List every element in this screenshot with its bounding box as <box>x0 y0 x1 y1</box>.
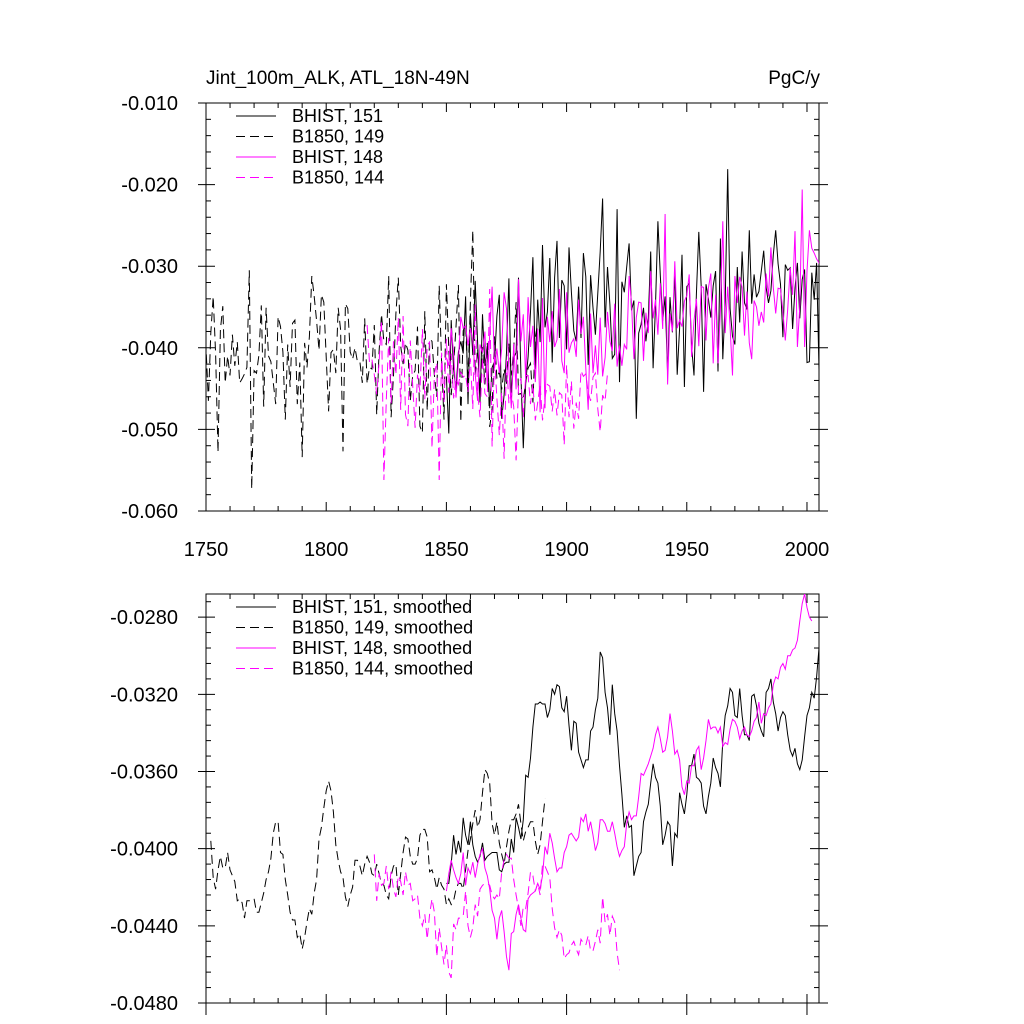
series-line <box>366 288 608 481</box>
y-tick-label: -0.040 <box>121 338 178 360</box>
legend-label: BHIST, 151, smoothed <box>292 597 472 617</box>
series-line <box>445 189 819 413</box>
legend-label: B1850, 149, smoothed <box>292 618 473 638</box>
plot-frame <box>205 102 820 512</box>
y-tick-label: -0.0360 <box>110 761 178 783</box>
y-tick-label: -0.060 <box>121 501 178 523</box>
series-line <box>446 647 819 884</box>
y-tick-label: -0.0280 <box>110 607 178 629</box>
series-line <box>445 169 819 449</box>
x-tick-label: 2000 <box>785 539 830 561</box>
legend-label: B1850, 149 <box>292 127 384 147</box>
y-tick-label: -0.0480 <box>110 993 178 1015</box>
y-tick-label: -0.030 <box>121 256 178 278</box>
legend-label: B1850, 144, smoothed <box>292 659 473 679</box>
y-tick-label: -0.020 <box>121 175 178 197</box>
y-tick-label: -0.0400 <box>110 839 178 861</box>
chart-bottom: -0.0280 -0.0320 -0.0360 -0.0400 -0.0440 -0.04… <box>110 593 828 1015</box>
x-tick-label: 1800 <box>304 539 349 561</box>
series-line <box>373 853 620 979</box>
legend-label: BHIST, 148, smoothed <box>292 638 472 658</box>
legend-label: B1850, 144 <box>292 168 384 188</box>
x-tick-label: 1750 <box>184 539 229 561</box>
x-tick-label: 1900 <box>544 539 589 561</box>
legend-label: BHIST, 148 <box>292 147 383 167</box>
plot-frame <box>205 593 820 1004</box>
legend-label: BHIST, 151 <box>292 106 383 126</box>
x-tick-label: 1950 <box>665 539 710 561</box>
chart-title: Jint_100m_ALK, ATL_18N-49N <box>206 68 470 89</box>
y-tick-label: -0.050 <box>121 419 178 441</box>
y-tick-label: -0.010 <box>121 93 178 115</box>
series-line <box>445 594 813 971</box>
y-tick-label: -0.0440 <box>110 916 178 938</box>
chart-units: PgC/y <box>768 68 820 89</box>
chart-top: Jint_100m_ALK, ATL_18N-49N PgC/y 1750 180… <box>121 68 830 561</box>
x-tick-label: 1850 <box>424 539 469 561</box>
y-tick-label: -0.0320 <box>110 684 178 706</box>
series-line <box>206 230 539 490</box>
